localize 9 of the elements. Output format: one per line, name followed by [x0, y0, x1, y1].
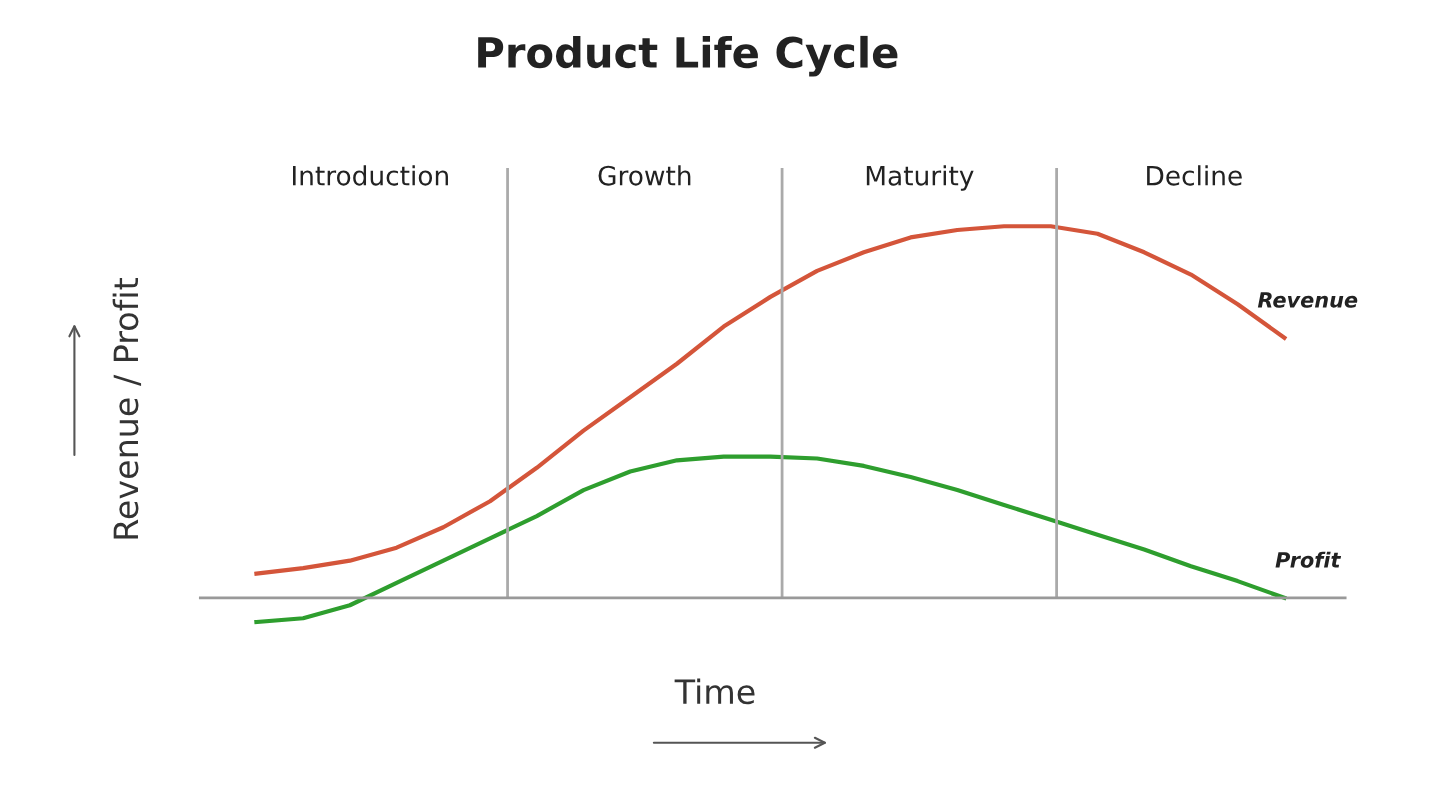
- y-axis-title: Revenue / Profit: [112, 278, 142, 539]
- x-axis-title: Time: [674, 678, 755, 705]
- text: Introduction: [293, 165, 448, 186]
- text: Growth: [598, 165, 691, 186]
- text: Decline: [1147, 165, 1242, 186]
- text: Maturity: [866, 165, 974, 191]
- series-label: Revenue: [1257, 292, 1358, 308]
- series-label: Profit: [1275, 551, 1342, 568]
- chart-title: Product Life Cycle: [478, 35, 898, 77]
